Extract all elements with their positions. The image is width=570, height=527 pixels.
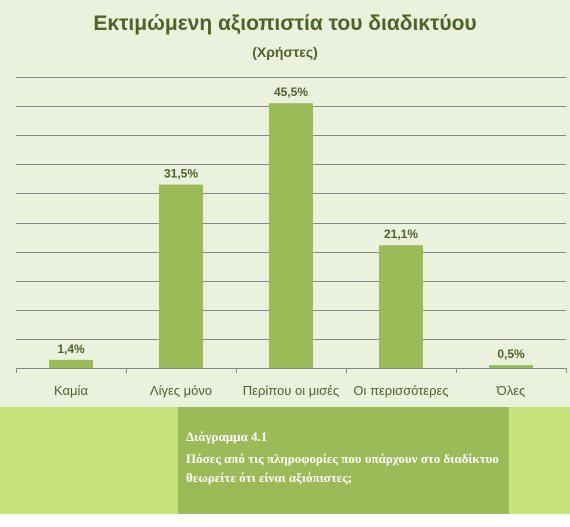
category-label: Λίγες μόνο bbox=[150, 383, 212, 398]
chart-area: Εκτιμώμενη αξιοπιστία του διαδικτύου (Χρ… bbox=[0, 0, 570, 407]
bar-chart: 1,4% Καμία 31,5% Λίγες μόνο 45,5% Περίπου οι … bbox=[16, 77, 567, 398]
caption-heading: Διάγραμμα 4.1 bbox=[186, 429, 268, 444]
data-label: 31,5% bbox=[164, 167, 198, 181]
data-label: 21,1% bbox=[384, 227, 418, 241]
caption-text: Πόσες από τις πληροφορίες που υπάρχουν σ… bbox=[186, 451, 499, 485]
category-label: Οι περισσότερες bbox=[353, 383, 448, 398]
bar bbox=[269, 103, 313, 368]
bar bbox=[489, 365, 533, 368]
data-label: 0,5% bbox=[497, 347, 525, 361]
bar bbox=[159, 184, 203, 368]
category-label: Όλες bbox=[496, 383, 526, 398]
data-label: 45,5% bbox=[274, 85, 308, 99]
chart-title: Εκτιμώμενη αξιοπιστία του διαδικτύου bbox=[93, 12, 477, 35]
chart-subtitle: (Χρήστες) bbox=[252, 44, 318, 60]
bar bbox=[49, 359, 93, 368]
category-label: Καμία bbox=[54, 383, 88, 398]
caption-box: Διάγραμμα 4.1 Πόσες από τις πληροφορίες … bbox=[178, 407, 509, 514]
data-label: 1,4% bbox=[57, 342, 85, 356]
bar bbox=[379, 245, 423, 368]
category-label: Περίπου οι μισές bbox=[243, 383, 339, 398]
